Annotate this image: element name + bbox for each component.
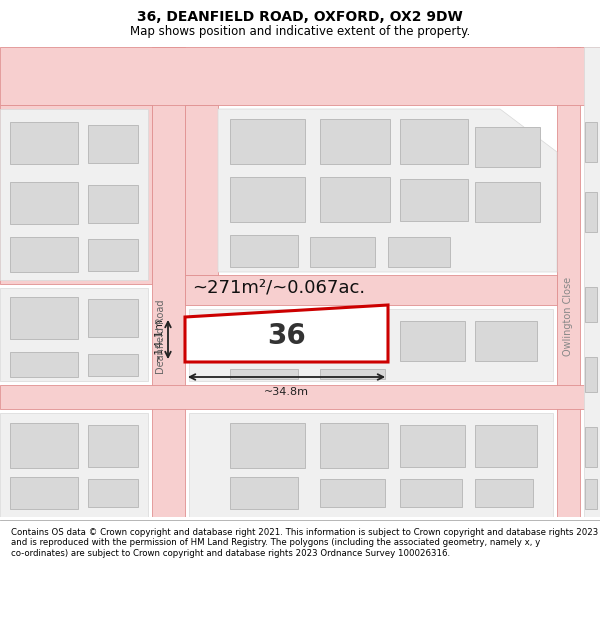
Text: ~271m²/~0.067ac.: ~271m²/~0.067ac. <box>192 278 365 296</box>
Bar <box>320 319 388 361</box>
Polygon shape <box>557 47 580 517</box>
Bar <box>88 185 138 223</box>
Bar <box>10 477 78 509</box>
Bar <box>320 369 385 379</box>
Polygon shape <box>0 105 152 284</box>
Polygon shape <box>218 109 557 272</box>
Text: 36: 36 <box>267 322 306 351</box>
Polygon shape <box>0 288 148 381</box>
Polygon shape <box>0 47 600 105</box>
Bar <box>585 357 597 392</box>
Bar <box>585 122 597 162</box>
Polygon shape <box>189 309 553 381</box>
Bar <box>585 479 597 509</box>
Bar <box>230 119 305 164</box>
Bar <box>400 179 468 221</box>
Polygon shape <box>152 47 185 517</box>
Bar <box>310 237 375 267</box>
Bar <box>230 369 298 379</box>
Bar <box>10 423 78 468</box>
Bar <box>230 477 298 509</box>
Bar <box>88 125 138 163</box>
Text: Contains OS data © Crown copyright and database right 2021. This information is : Contains OS data © Crown copyright and d… <box>11 528 598 558</box>
Polygon shape <box>189 413 553 517</box>
Text: ~34.8m: ~34.8m <box>264 387 309 397</box>
Polygon shape <box>0 109 148 280</box>
Bar <box>585 287 597 322</box>
Polygon shape <box>185 305 388 362</box>
Bar <box>585 192 597 232</box>
Polygon shape <box>185 105 218 275</box>
Bar <box>10 352 78 377</box>
Polygon shape <box>0 413 148 517</box>
Bar <box>320 423 388 468</box>
Bar <box>88 479 138 507</box>
Bar <box>88 299 138 337</box>
Bar <box>475 182 540 222</box>
Bar <box>88 239 138 271</box>
Text: Map shows position and indicative extent of the property.: Map shows position and indicative extent… <box>130 24 470 38</box>
Bar <box>10 122 78 164</box>
Bar <box>230 177 305 222</box>
Bar <box>400 321 465 361</box>
Bar <box>230 319 305 361</box>
Bar <box>10 297 78 339</box>
Text: Deanfield Road: Deanfield Road <box>156 300 166 374</box>
Bar <box>475 127 540 167</box>
Bar <box>475 321 537 361</box>
Bar <box>585 427 597 467</box>
Bar <box>400 119 468 164</box>
Bar <box>320 479 385 507</box>
Bar <box>388 237 450 267</box>
Bar <box>10 182 78 224</box>
Text: Owlington Close: Owlington Close <box>563 277 573 356</box>
Bar <box>88 354 138 376</box>
Polygon shape <box>185 275 557 305</box>
Bar <box>400 479 462 507</box>
Polygon shape <box>0 385 600 409</box>
Text: 36, DEANFIELD ROAD, OXFORD, OX2 9DW: 36, DEANFIELD ROAD, OXFORD, OX2 9DW <box>137 11 463 24</box>
Bar <box>320 177 390 222</box>
Text: ~14.1m: ~14.1m <box>154 317 164 362</box>
Bar <box>230 423 305 468</box>
Bar <box>475 425 537 467</box>
Bar <box>320 119 390 164</box>
Bar <box>475 479 533 507</box>
Bar <box>400 425 465 467</box>
Bar <box>88 425 138 467</box>
Polygon shape <box>584 47 600 517</box>
Bar <box>230 235 298 267</box>
Bar <box>10 237 78 272</box>
